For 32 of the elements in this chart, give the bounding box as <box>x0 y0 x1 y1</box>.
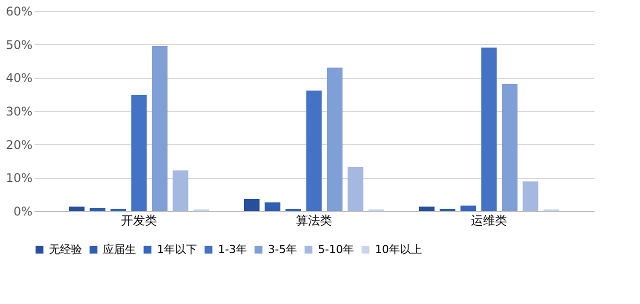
legend-label: 1-3年 <box>218 242 247 256</box>
bar <box>419 206 435 211</box>
y-tick-label: 0% <box>13 204 32 218</box>
y-tick-label: 50% <box>6 38 32 52</box>
legend-label: 1年以下 <box>157 242 197 256</box>
bar <box>326 68 343 211</box>
bar <box>131 95 147 211</box>
y-tick-label: 60% <box>6 4 32 18</box>
y-tick-label: 20% <box>6 138 32 152</box>
bar <box>264 202 280 211</box>
bar <box>348 167 364 211</box>
bar <box>306 90 322 211</box>
bar <box>172 170 188 211</box>
x-tick-label: 开发类 <box>121 214 157 228</box>
bar <box>244 199 260 211</box>
bar <box>460 206 476 211</box>
bar <box>481 48 497 211</box>
bar <box>522 181 538 211</box>
x-tick-label: 运维类 <box>471 214 507 228</box>
x-tick-label: 算法类 <box>296 214 332 228</box>
y-tick-label: 10% <box>6 171 32 186</box>
y-tick-label: 30% <box>6 104 32 118</box>
bar <box>90 208 106 211</box>
legend-label: 3-5年 <box>268 242 297 256</box>
legend-label: 应届生 <box>103 242 136 256</box>
legend-label: 10年以上 <box>375 242 422 256</box>
y-tick-label: 40% <box>6 71 32 86</box>
legend-label: 5-10年 <box>318 242 354 256</box>
legend-label: 无经验 <box>49 242 82 256</box>
bar <box>502 84 518 211</box>
bar <box>152 46 168 211</box>
bar <box>69 206 85 211</box>
